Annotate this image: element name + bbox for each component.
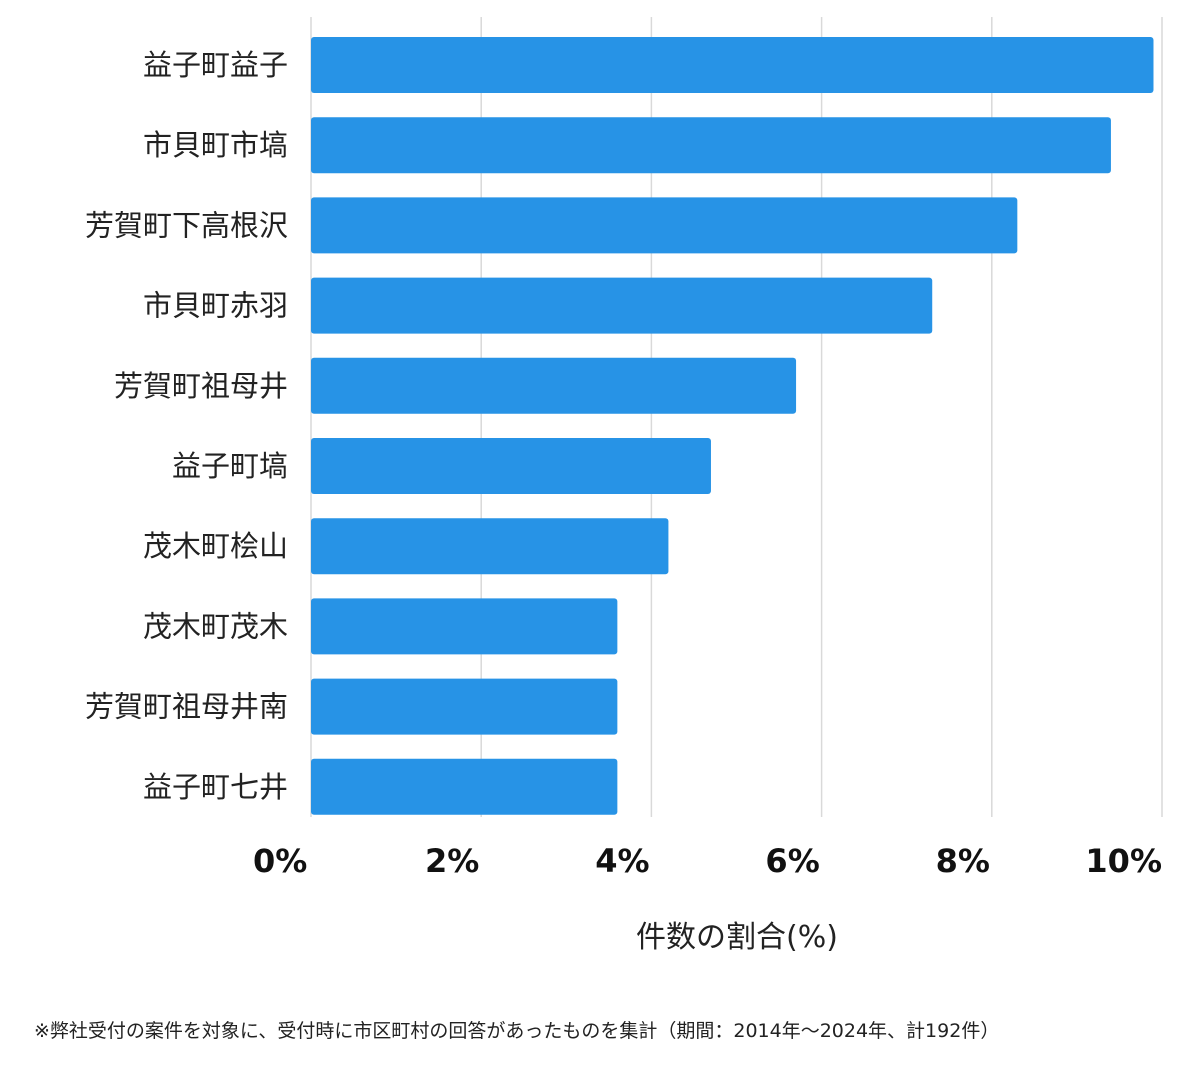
x-tick-label: 10%: [1085, 842, 1162, 880]
x-tick-label: 8%: [936, 842, 990, 880]
bar: [311, 678, 618, 735]
category-label: 芳賀町祖母井南: [85, 690, 288, 724]
bar: [311, 598, 618, 655]
bar: [311, 758, 618, 815]
category-label: 茂木町桧山: [143, 529, 288, 563]
category-label: 茂木町茂木: [143, 609, 288, 643]
x-tick-label: 4%: [595, 842, 649, 880]
category-label: 益子町塙: [172, 449, 288, 483]
bar: [311, 438, 711, 494]
bar-chart-svg: 益子町益子市貝町市塙芳賀町下高根沢市貝町赤羽芳賀町祖母井益子町塙茂木町桧山茂木町…: [85, 17, 1163, 955]
x-tick-label: 0%: [253, 842, 307, 880]
x-tick-label: 6%: [765, 842, 819, 880]
category-label-layer: 益子町益子市貝町市塙芳賀町下高根沢市貝町赤羽芳賀町祖母井益子町塙茂木町桧山茂木町…: [85, 48, 288, 804]
category-label: 市貝町市塙: [143, 128, 288, 162]
bar: [311, 357, 797, 414]
category-label: 芳賀町祖母井: [114, 369, 288, 403]
bar: [311, 518, 669, 575]
bar: [311, 197, 1018, 254]
bar: [311, 37, 1154, 93]
x-tick-label: 2%: [425, 842, 479, 880]
category-label: 市貝町赤羽: [143, 289, 288, 323]
x-axis-title: 件数の割合(%): [636, 920, 838, 955]
category-label: 益子町七井: [143, 770, 288, 804]
bar-layer: [311, 37, 1154, 815]
footnote: ※弊社受付の案件を対象に、受付時に市区町村の回答があったものを集計（期間：201…: [34, 1020, 1000, 1042]
category-label: 益子町益子: [143, 48, 288, 82]
tick-label-layer: 0% 2% 4% 6% 8% 10%: [253, 842, 1162, 880]
bar: [311, 117, 1111, 174]
category-label: 芳賀町下高根沢: [85, 208, 288, 242]
bar: [311, 277, 933, 334]
